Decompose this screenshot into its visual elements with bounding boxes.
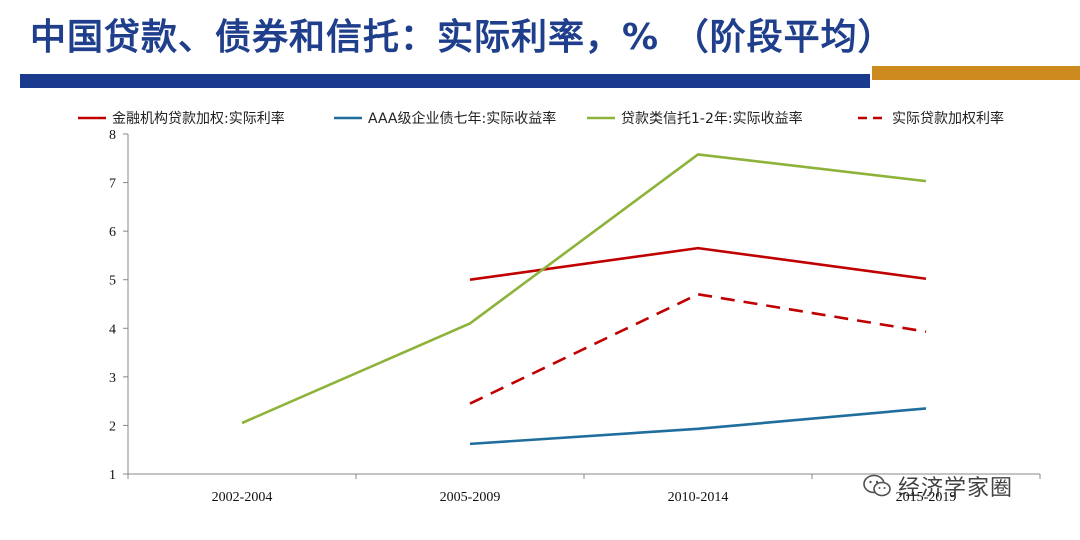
x-tick-label: 2005-2009 <box>440 490 501 505</box>
y-tick-label: 6 <box>109 225 116 240</box>
series-line-3 <box>241 153 927 425</box>
y-tick-label: 3 <box>109 371 116 386</box>
line-chart: 金融机构贷款加权:实际利率 AAA级企业债七年:实际收益率 贷款类信托1-2年:实际… <box>78 110 1041 505</box>
y-tick-label: 1 <box>109 468 116 483</box>
wechat-icon <box>863 474 891 497</box>
y-tick-label: 2 <box>109 419 116 434</box>
chart-series <box>241 153 927 446</box>
chart-legend: 金融机构贷款加权:实际利率 AAA级企业债七年:实际收益率 贷款类信托1-2年:实际… <box>78 110 1004 127</box>
legend-label-3: 贷款类信托1-2年:实际收益率 <box>621 110 803 127</box>
y-tick-label: 7 <box>109 177 116 192</box>
chart-axes: 1 2 3 4 5 6 7 8 2002-2004 2005-2009 2010-2014 2015-… <box>109 128 1041 505</box>
x-tick-label: 2002-2004 <box>212 490 273 505</box>
series-line-2 <box>469 407 927 446</box>
legend-label-1: 金融机构贷款加权:实际利率 <box>112 110 285 127</box>
x-tick-label: 2010-2014 <box>668 490 729 505</box>
title-underline-bar <box>20 74 870 88</box>
y-tick-label: 4 <box>109 322 116 337</box>
series-line-1 <box>469 246 927 282</box>
title-accent-bar <box>872 66 1080 80</box>
legend-label-2: AAA级企业债七年:实际收益率 <box>368 110 556 127</box>
y-tick-label: 5 <box>109 274 116 289</box>
x-tick-label: 2015-2019 <box>896 490 957 505</box>
series-line-4 <box>469 292 927 405</box>
watermark: 经济学家圈 <box>862 470 1013 502</box>
legend-label-4: 实际贷款加权利率 <box>892 110 1004 127</box>
watermark-text: 经济学家圈 <box>898 476 1014 501</box>
y-tick-label: 8 <box>109 128 116 143</box>
slide-title: 中国贷款、债券和信托：实际利率，% （阶段平均） <box>30 17 895 58</box>
